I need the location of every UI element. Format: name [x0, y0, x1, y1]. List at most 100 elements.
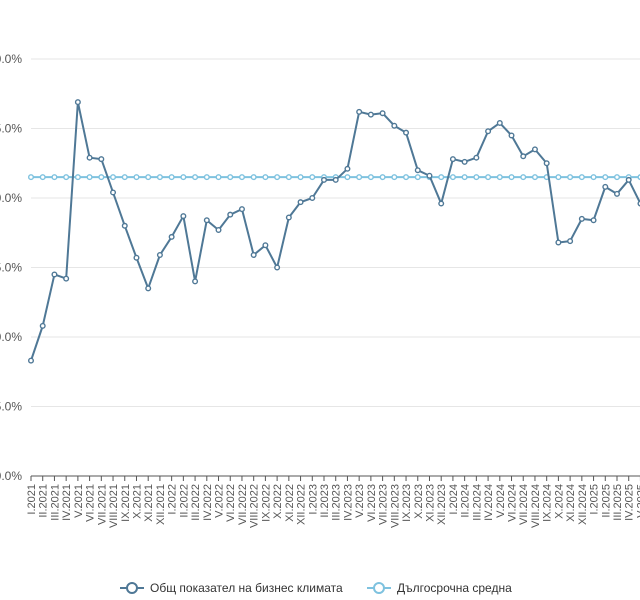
data-point[interactable]	[520, 174, 527, 181]
data-point[interactable]	[344, 174, 351, 181]
data-point[interactable]	[414, 174, 421, 181]
data-point[interactable]	[332, 176, 339, 183]
data-point[interactable]	[168, 233, 175, 240]
data-point[interactable]	[74, 99, 81, 106]
data-point[interactable]	[63, 174, 70, 181]
data-point[interactable]	[192, 174, 199, 181]
data-point[interactable]	[485, 128, 492, 135]
data-point[interactable]	[262, 242, 269, 249]
data-point[interactable]	[110, 174, 117, 181]
data-point[interactable]	[133, 254, 140, 261]
data-point[interactable]	[121, 222, 128, 229]
data-point[interactable]	[227, 174, 234, 181]
data-point[interactable]	[297, 199, 304, 206]
data-point[interactable]	[51, 174, 58, 181]
data-point[interactable]	[555, 239, 562, 246]
data-point[interactable]	[98, 156, 105, 163]
data-point[interactable]	[250, 251, 257, 258]
data-point[interactable]	[567, 238, 574, 245]
data-point[interactable]	[39, 174, 46, 181]
data-point[interactable]	[356, 108, 363, 115]
data-point[interactable]	[297, 174, 304, 181]
legend[interactable]: Общ показател на бизнес климата Дългосроч…	[120, 581, 512, 595]
data-point[interactable]	[321, 176, 328, 183]
data-point[interactable]	[238, 174, 245, 181]
data-point[interactable]	[74, 174, 81, 181]
data-point[interactable]	[567, 174, 574, 181]
data-point[interactable]	[461, 174, 468, 181]
data-point[interactable]	[520, 153, 527, 160]
data-point[interactable]	[367, 111, 374, 118]
data-point[interactable]	[98, 174, 105, 181]
data-point[interactable]	[180, 174, 187, 181]
data-point[interactable]	[531, 174, 538, 181]
data-point[interactable]	[51, 271, 58, 278]
data-point[interactable]	[403, 129, 410, 136]
data-point[interactable]	[379, 110, 386, 117]
data-point[interactable]	[379, 174, 386, 181]
legend-item[interactable]: Дългосрочна средна	[367, 581, 512, 595]
data-point[interactable]	[145, 174, 152, 181]
data-point[interactable]	[426, 172, 433, 179]
data-point[interactable]	[180, 213, 187, 220]
data-point[interactable]	[203, 174, 210, 181]
data-point[interactable]	[391, 174, 398, 181]
data-point[interactable]	[461, 158, 468, 165]
data-point[interactable]	[203, 217, 210, 224]
data-point[interactable]	[590, 217, 597, 224]
data-point[interactable]	[367, 174, 374, 181]
data-point[interactable]	[215, 174, 222, 181]
data-point[interactable]	[625, 176, 632, 183]
data-point[interactable]	[578, 215, 585, 222]
data-point[interactable]	[590, 174, 597, 181]
data-point[interactable]	[274, 264, 281, 271]
data-point[interactable]	[285, 214, 292, 221]
data-point[interactable]	[192, 278, 199, 285]
data-point[interactable]	[86, 174, 93, 181]
data-point[interactable]	[274, 174, 281, 181]
data-point[interactable]	[614, 174, 621, 181]
data-point[interactable]	[110, 189, 117, 196]
data-point[interactable]	[168, 174, 175, 181]
data-point[interactable]	[133, 174, 140, 181]
data-point[interactable]	[39, 322, 46, 329]
data-point[interactable]	[496, 174, 503, 181]
data-point[interactable]	[121, 174, 128, 181]
data-point[interactable]	[485, 174, 492, 181]
data-point[interactable]	[614, 190, 621, 197]
data-point[interactable]	[531, 146, 538, 153]
data-point[interactable]	[63, 275, 70, 282]
data-point[interactable]	[28, 357, 35, 364]
data-point[interactable]	[238, 206, 245, 213]
data-point[interactable]	[496, 119, 503, 126]
data-point[interactable]	[156, 251, 163, 258]
data-point[interactable]	[438, 174, 445, 181]
data-point[interactable]	[250, 174, 257, 181]
data-point[interactable]	[473, 174, 480, 181]
data-point[interactable]	[403, 174, 410, 181]
data-point[interactable]	[356, 174, 363, 181]
data-point[interactable]	[344, 165, 351, 172]
data-point[interactable]	[309, 194, 316, 201]
data-point[interactable]	[449, 156, 456, 163]
data-point[interactable]	[449, 174, 456, 181]
data-point[interactable]	[285, 174, 292, 181]
data-point[interactable]	[145, 285, 152, 292]
data-point[interactable]	[602, 183, 609, 190]
data-point[interactable]	[473, 154, 480, 161]
data-point[interactable]	[86, 154, 93, 161]
data-point[interactable]	[215, 226, 222, 233]
data-point[interactable]	[28, 174, 35, 181]
data-point[interactable]	[414, 167, 421, 174]
data-point[interactable]	[438, 200, 445, 207]
data-point[interactable]	[555, 174, 562, 181]
legend-item[interactable]: Общ показател на бизнес климата	[120, 581, 343, 595]
data-point[interactable]	[602, 174, 609, 181]
data-point[interactable]	[309, 174, 316, 181]
data-point[interactable]	[262, 174, 269, 181]
data-point[interactable]	[578, 174, 585, 181]
data-point[interactable]	[156, 174, 163, 181]
data-point[interactable]	[543, 160, 550, 167]
data-point[interactable]	[508, 174, 515, 181]
data-point[interactable]	[508, 132, 515, 139]
